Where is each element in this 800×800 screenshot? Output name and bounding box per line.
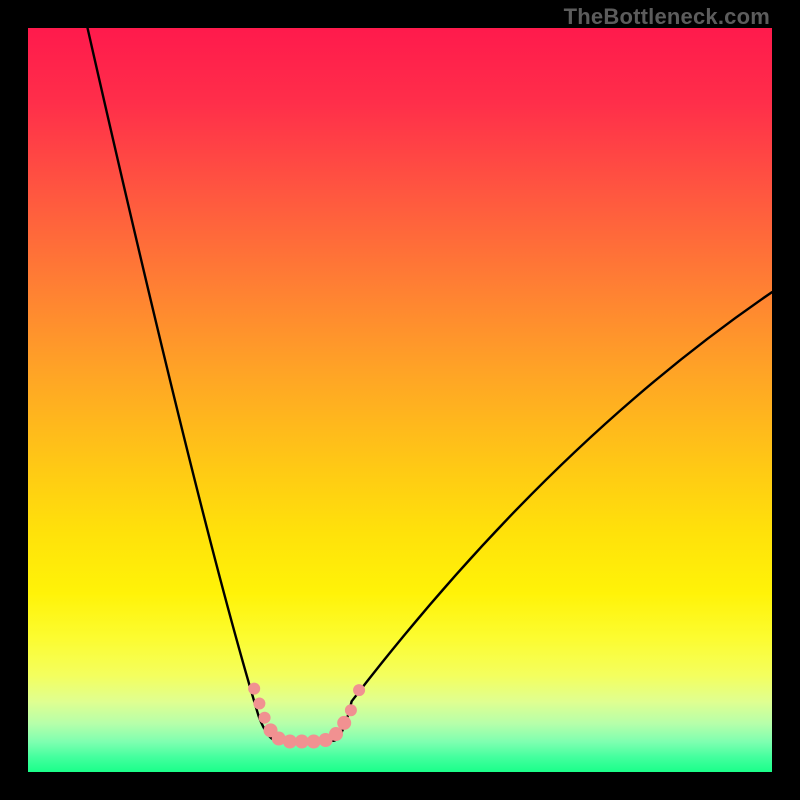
plot-area	[28, 28, 772, 772]
data-marker	[295, 734, 309, 748]
data-marker	[307, 734, 321, 748]
chart-svg	[28, 28, 772, 772]
data-marker	[253, 698, 265, 710]
data-marker	[259, 712, 271, 724]
data-marker	[353, 684, 365, 696]
data-marker	[345, 704, 357, 716]
watermark-text: TheBottleneck.com	[564, 4, 770, 30]
data-marker	[337, 716, 351, 730]
data-marker	[329, 727, 343, 741]
gradient-background	[28, 28, 772, 772]
bottleneck-chart: TheBottleneck.com	[0, 0, 800, 800]
data-marker	[283, 734, 297, 748]
data-marker	[248, 683, 260, 695]
